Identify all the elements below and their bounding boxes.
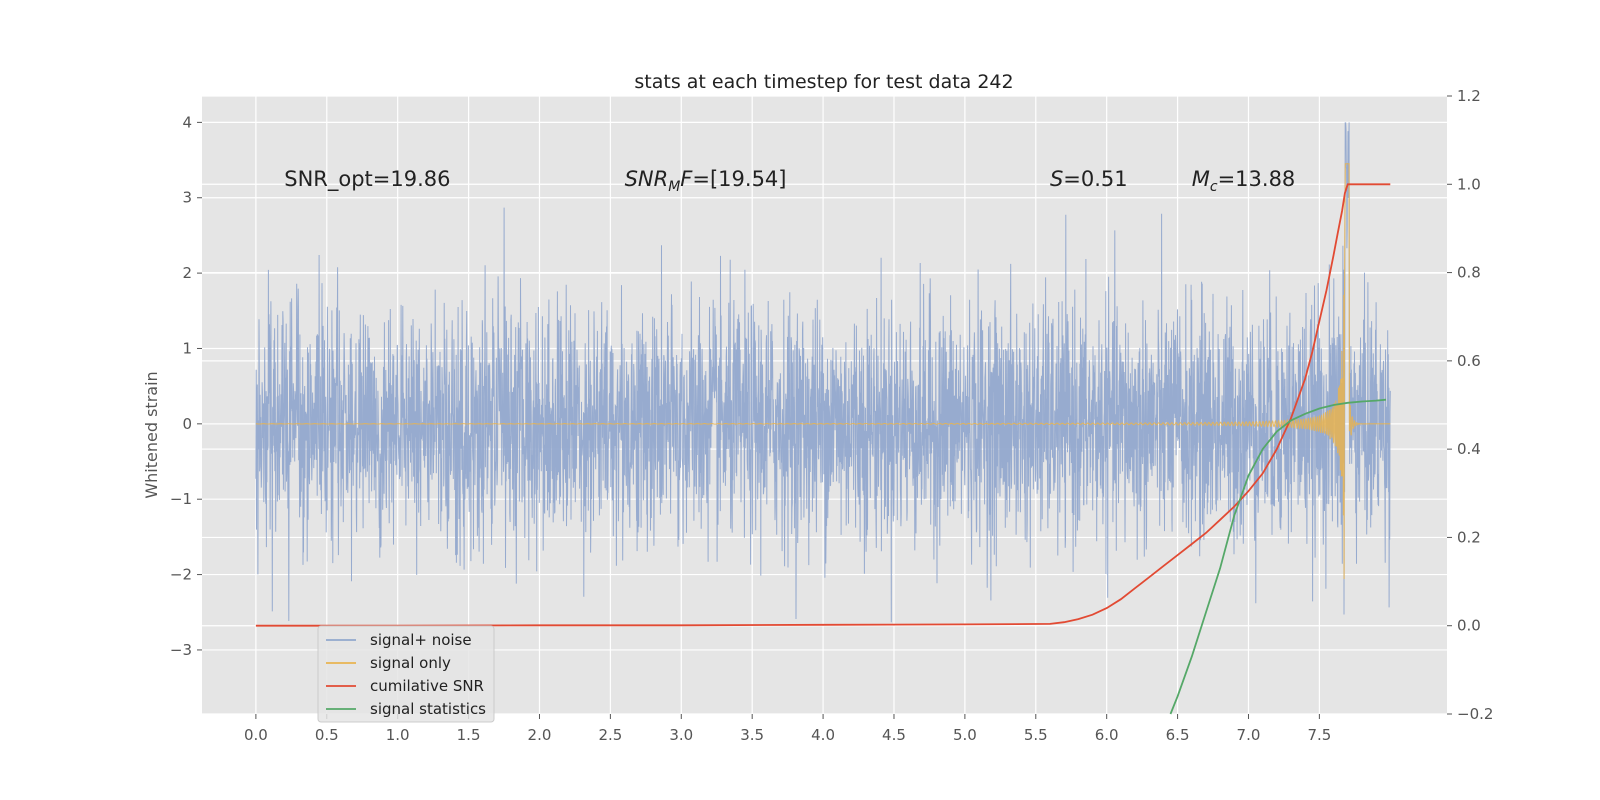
x-tick-label: 7.0 <box>1237 726 1261 744</box>
y2-tick-label: 0.0 <box>1457 617 1481 635</box>
annotation-label: SNR_opt=19.86 <box>284 167 450 192</box>
y-tick-label: 1 <box>182 339 192 357</box>
x-tick-label: 2.0 <box>528 726 552 744</box>
y2-tick-label: 1.0 <box>1457 175 1481 193</box>
y-tick-label: 0 <box>182 415 192 433</box>
annotation-label: S=0.51 <box>1050 167 1128 191</box>
y2-tick-label: 0.2 <box>1457 528 1481 546</box>
series-signal-noise-line <box>255 122 1391 623</box>
y-tick-label: −2 <box>170 566 192 584</box>
x-tick-label: 1.5 <box>457 726 481 744</box>
y-axis-label: Whitened strain <box>142 371 161 498</box>
x-tick-label: 7.5 <box>1307 726 1331 744</box>
x-tick-label: 0.0 <box>244 726 268 744</box>
y-tick-label: −3 <box>170 641 192 659</box>
x-tick-label: 4.5 <box>882 726 906 744</box>
x-tick-label: 4.0 <box>811 726 835 744</box>
series-line-signal-statistics <box>1169 398 1387 715</box>
x-tick-label: 3.5 <box>740 726 764 744</box>
legend: signal+ noise signal only cumilative SNR si… <box>317 625 495 723</box>
y2-tick-label: −0.2 <box>1457 705 1493 723</box>
x-tick-label: 5.0 <box>953 726 977 744</box>
x-tick-label: 2.5 <box>598 726 622 744</box>
legend-box <box>317 625 495 723</box>
x-tick-label: 6.0 <box>1095 726 1119 744</box>
annotation-label: Mc=13.88 <box>1192 167 1296 195</box>
y-tick-label: 2 <box>182 264 192 282</box>
annotations: SNR_opt=19.86 SNRMF=[19.54] S=0.51 Mc=13.88 <box>284 167 1295 195</box>
data-layer <box>255 122 1391 715</box>
x-tick-label: 5.5 <box>1024 726 1048 744</box>
axes: 0.0 0.5 1.0 1.5 2.0 2.5 3.0 3.5 4.0 4.5 5.0 5.5 6.0 6… <box>170 87 1494 744</box>
y2-tick-label: 0.8 <box>1457 264 1481 282</box>
series-signal-only-line <box>255 163 1391 580</box>
legend-label: signal only <box>370 654 451 672</box>
legend-label: signal statistics <box>370 700 486 718</box>
y2-tick-label: 0.4 <box>1457 440 1481 458</box>
y2-tick-label: 1.2 <box>1457 87 1481 105</box>
x-tick-label: 6.5 <box>1166 726 1190 744</box>
x-tick-label: 1.0 <box>386 726 410 744</box>
y-tick-label: 3 <box>182 189 192 207</box>
annotation-label: SNRMF=[19.54] <box>625 167 787 195</box>
x-tick-label: 0.5 <box>315 726 339 744</box>
y-tick-label: −1 <box>170 490 192 508</box>
y-tick-label: 4 <box>182 113 192 131</box>
y2-tick-label: 0.6 <box>1457 352 1481 370</box>
legend-label: signal+ noise <box>370 631 472 649</box>
series-line-cumilative-snr <box>255 183 1391 627</box>
chart-title: stats at each timestep for test data 242 <box>634 71 1013 93</box>
x-tick-label: 3.0 <box>669 726 693 744</box>
legend-label: cumilative SNR <box>370 677 484 695</box>
